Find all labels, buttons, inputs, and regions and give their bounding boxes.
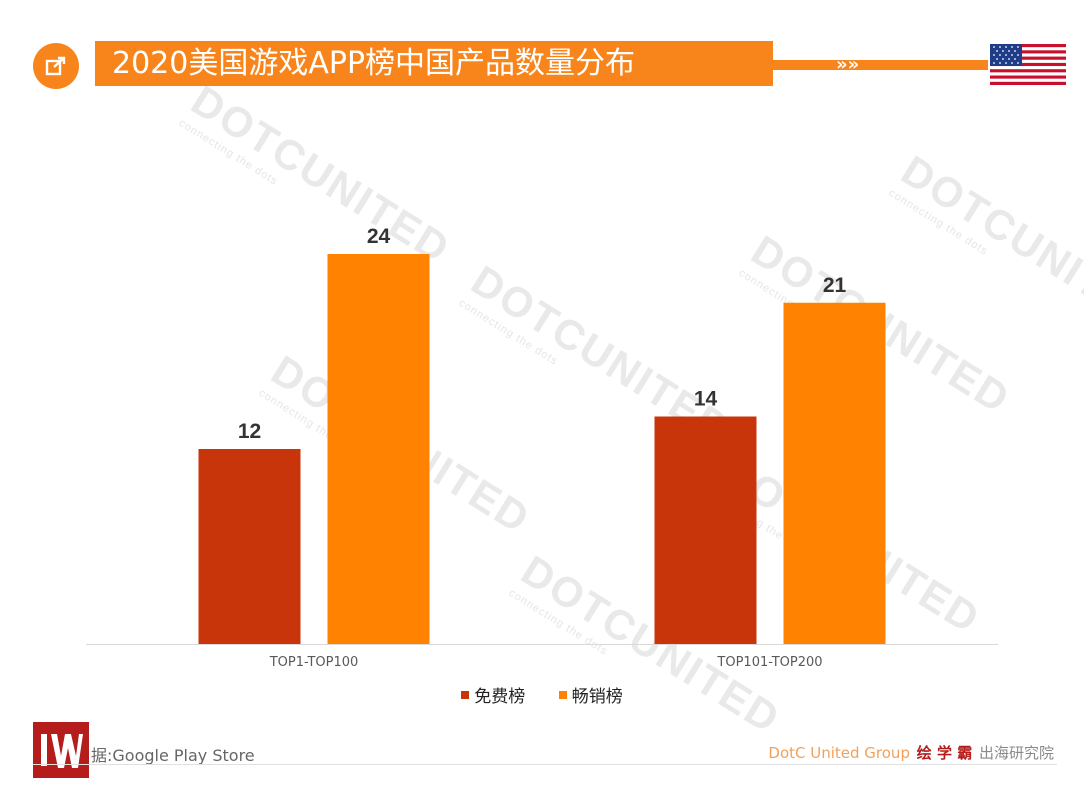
us-flag-icon (990, 44, 1066, 85)
legend-item-free: 免费榜 (461, 682, 525, 707)
legend: 免费榜 畅销榜 (0, 682, 1084, 707)
x-tick-label: TOP101-TOP200 (716, 655, 822, 670)
page-title: 2020美国游戏APP榜中国产品数量分布 (112, 46, 636, 81)
data-label-grossing-0: 24 (367, 225, 391, 248)
bar-free-0 (198, 449, 301, 644)
title-bar-extension (773, 60, 988, 70)
bar-grossing-1 (783, 302, 886, 644)
share-icon (33, 43, 79, 89)
footer-credits: DotC United Group 绘 学 霸 出海研究院 (768, 742, 1054, 763)
footer-research: 出海研究院 (978, 744, 1054, 762)
bar-grossing-0 (327, 254, 430, 644)
logo (33, 722, 89, 778)
legend-item-grossing: 畅销榜 (558, 682, 623, 707)
legend-swatch-free (461, 690, 470, 699)
bar-free-1 (654, 416, 757, 644)
footer-mark: 绘 学 霸 (916, 744, 973, 762)
legend-label-grossing: 畅销榜 (571, 687, 623, 707)
chevron-right-icon: »» (836, 54, 860, 75)
data-label-grossing-1: 21 (823, 274, 847, 297)
data-label-free-1: 14 (694, 388, 718, 411)
x-tick-label: TOP1-TOP100 (269, 655, 359, 670)
legend-swatch-grossing (558, 690, 567, 699)
footer-divider (33, 764, 1057, 765)
footer-brand: DotC United Group (768, 744, 910, 762)
legend-label-free: 免费榜 (474, 687, 526, 707)
data-source: 据:Google Play Store (91, 746, 255, 765)
data-label-free-0: 12 (238, 420, 261, 443)
title-bar (95, 41, 773, 86)
